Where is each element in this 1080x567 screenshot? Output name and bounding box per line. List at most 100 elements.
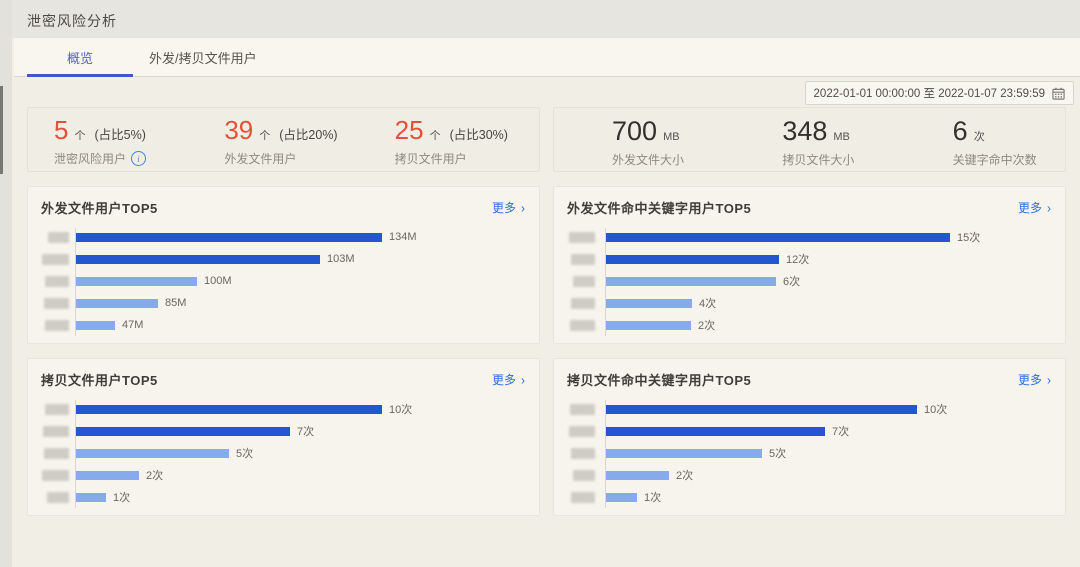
bar-value-label: 1次 — [113, 492, 131, 504]
bar[interactable] — [606, 426, 825, 436]
stat-item: 348 MB 拷贝文件大小 — [724, 108, 894, 171]
bar-row: 85M — [28, 292, 539, 314]
bar[interactable] — [606, 232, 950, 242]
category-label-cell — [554, 319, 600, 331]
redacted-user-label — [44, 447, 69, 459]
stat-label: 拷贝文件大小 — [782, 153, 855, 168]
panel-title: 拷贝文件用户TOP5 — [41, 373, 158, 388]
bar[interactable] — [76, 404, 382, 414]
redacted-user-label — [44, 297, 69, 309]
bar-value-label: 7次 — [832, 426, 850, 438]
stat-value-line: 25 个 (占比30%) — [394, 115, 539, 145]
bar-row: 103M — [28, 248, 539, 270]
date-range-value: 2022-01-01 00:00:00 至 2022-01-07 23:59:5… — [813, 88, 1045, 100]
category-label-cell — [554, 253, 600, 265]
chart-body: 10次 7次 5次 2次 1次 — [28, 398, 539, 508]
page-title: 泄密风险分析 — [27, 13, 117, 29]
redacted-user-label — [569, 231, 595, 243]
redacted-user-label — [43, 425, 69, 437]
stat-label: 关键字命中次数 — [952, 153, 1037, 168]
redacted-user-label — [573, 469, 595, 481]
stat-value-line: 5 个 (占比5%) — [54, 116, 198, 144]
tab-outgoing-copy-users[interactable]: 外发/拷贝文件用户 — [149, 50, 257, 66]
stat-caption-line: 外发文件用户 — [224, 150, 368, 167]
chart-panel: 拷贝文件用户TOP5 更多 › 10次 7次 5次 2次 1次 — [27, 358, 540, 516]
bar[interactable] — [606, 320, 691, 330]
bar-value-label: 1次 — [644, 492, 662, 504]
category-label-cell — [554, 425, 600, 437]
redacted-user-label — [42, 253, 69, 265]
category-label-cell — [28, 231, 74, 243]
chart-panel: 拷贝文件命中关键字用户TOP5 更多 › 10次 7次 5次 2次 1次 — [553, 358, 1066, 516]
bar[interactable] — [76, 448, 229, 458]
category-label-cell — [28, 275, 74, 287]
bar[interactable] — [76, 426, 290, 436]
bar[interactable] — [76, 320, 115, 330]
bar[interactable] — [606, 254, 779, 264]
stat-item: 5 个 (占比5%) 泄密风险用户 i — [28, 108, 198, 171]
stat-caption-line: 泄密风险用户 i — [54, 150, 198, 167]
bar[interactable] — [76, 254, 320, 264]
stat-value: 6 — [952, 116, 968, 146]
chevron-right-icon: › — [521, 199, 525, 216]
redacted-user-label — [570, 403, 595, 415]
bar[interactable] — [606, 298, 692, 308]
bar[interactable] — [76, 232, 382, 242]
category-label-cell — [28, 403, 74, 415]
date-range-picker[interactable]: 2022-01-01 00:00:00 至 2022-01-07 23:59:5… — [804, 81, 1074, 105]
y-axis-line — [605, 400, 606, 508]
redacted-user-label — [571, 491, 595, 503]
bar[interactable] — [606, 470, 669, 480]
bar[interactable] — [76, 298, 158, 308]
category-label-cell — [28, 319, 74, 331]
more-link[interactable]: 更多 › — [492, 199, 525, 216]
bar-row: 10次 — [554, 398, 1065, 420]
bar-row: 100M — [28, 270, 539, 292]
tab-overview[interactable]: 概览 — [66, 50, 93, 66]
bar-row: 5次 — [554, 442, 1065, 464]
stat-label: 外发文件用户 — [224, 152, 297, 167]
redacted-user-label — [569, 425, 595, 437]
panel-header: 外发文件命中关键字用户TOP5 更多 › — [554, 187, 1065, 217]
bar[interactable] — [606, 492, 637, 502]
bar[interactable] — [76, 492, 106, 502]
more-link[interactable]: 更多 › — [1018, 199, 1051, 216]
more-link[interactable]: 更多 › — [1018, 371, 1051, 388]
bar-value-label: 15次 — [957, 232, 981, 244]
category-label-cell — [554, 491, 600, 503]
stat-unit: 个 — [259, 130, 271, 142]
y-axis-line — [75, 400, 76, 508]
more-link[interactable]: 更多 › — [492, 371, 525, 388]
stat-value: 25 — [394, 115, 424, 145]
calendar-icon[interactable] — [1052, 87, 1065, 100]
category-label-cell — [28, 253, 74, 265]
category-label-cell — [554, 469, 600, 481]
redacted-user-label — [42, 469, 69, 481]
category-label-cell — [28, 491, 74, 503]
stat-ratio: (占比30%) — [449, 128, 508, 142]
redacted-user-label — [45, 403, 69, 415]
bar[interactable] — [606, 404, 917, 414]
stat-item: 6 次关键字命中次数 — [895, 108, 1065, 171]
bar[interactable] — [606, 448, 762, 458]
category-label-cell — [28, 425, 74, 437]
category-label-cell — [28, 447, 74, 459]
info-icon[interactable]: i — [131, 151, 147, 167]
redacted-user-label — [571, 253, 595, 265]
chart-panel: 外发文件用户TOP5 更多 › 134M 103M 100M 85M 47M — [27, 186, 540, 344]
bar-row: 1次 — [554, 486, 1065, 508]
stat-unit: 个 — [74, 130, 86, 142]
panel-title: 拷贝文件命中关键字用户TOP5 — [567, 373, 752, 388]
stat-unit: MB — [663, 131, 680, 143]
bar[interactable] — [76, 276, 197, 286]
bar-row: 6次 — [554, 270, 1065, 292]
bar-value-label: 2次 — [676, 470, 694, 482]
bar-value-label: 47M — [122, 319, 144, 331]
bar[interactable] — [76, 470, 139, 480]
stat-card-users: 5 个 (占比5%) 泄密风险用户 i 39 个 (占比20%) 外发文件用户 25 个 (占比30%… — [27, 107, 540, 172]
bar[interactable] — [606, 276, 776, 286]
bar-value-label: 10次 — [924, 404, 948, 416]
category-label-cell — [554, 403, 600, 415]
left-gutter — [0, 0, 12, 567]
redacted-user-label — [45, 275, 69, 287]
